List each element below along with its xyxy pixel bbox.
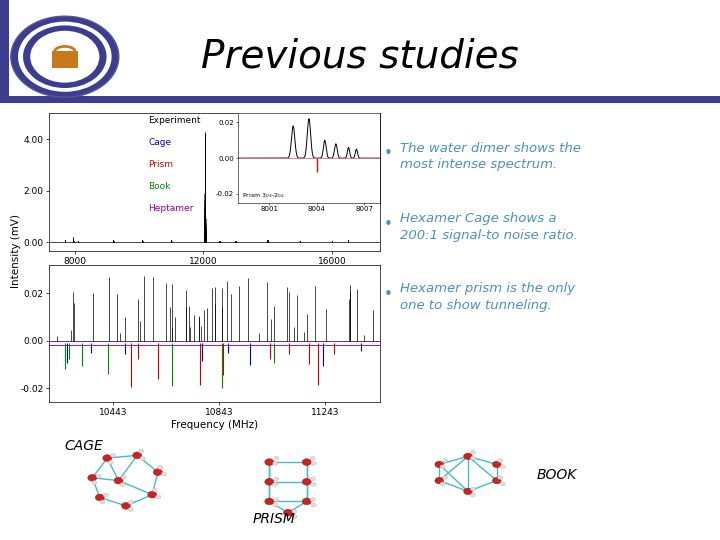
Circle shape (96, 474, 102, 478)
Circle shape (158, 465, 163, 469)
Circle shape (23, 25, 107, 88)
Circle shape (470, 494, 475, 497)
Circle shape (156, 495, 161, 499)
Text: Hexamer Cage shows a
200:1 signal-to noise ratio.: Hexamer Cage shows a 200:1 signal-to noi… (400, 212, 577, 241)
Bar (0, 0, 9, 100)
Text: Intensity (mV): Intensity (mV) (11, 214, 21, 288)
Circle shape (273, 462, 278, 465)
Circle shape (103, 455, 112, 462)
Circle shape (18, 22, 112, 92)
Circle shape (311, 503, 316, 507)
FancyBboxPatch shape (52, 51, 78, 68)
Circle shape (311, 462, 316, 465)
Text: PRISM: PRISM (252, 512, 295, 526)
Circle shape (440, 465, 445, 469)
Circle shape (302, 498, 311, 505)
Circle shape (140, 456, 145, 461)
Circle shape (138, 449, 144, 453)
Circle shape (265, 498, 274, 505)
Circle shape (128, 508, 133, 511)
Circle shape (310, 477, 315, 481)
Circle shape (310, 498, 315, 502)
Text: Experiment: Experiment (148, 116, 201, 125)
Text: Heptamer: Heptamer (148, 204, 194, 213)
Text: Cage: Cage (148, 138, 171, 147)
Circle shape (292, 510, 297, 514)
Circle shape (273, 503, 278, 507)
Circle shape (310, 456, 315, 460)
Circle shape (443, 458, 448, 462)
Circle shape (302, 478, 311, 485)
Text: Book: Book (148, 183, 171, 191)
Circle shape (161, 472, 167, 476)
Circle shape (284, 509, 292, 516)
Circle shape (498, 476, 503, 480)
Circle shape (128, 500, 133, 504)
Circle shape (274, 477, 279, 481)
Text: •: • (384, 146, 392, 161)
Circle shape (103, 493, 109, 497)
Circle shape (121, 475, 126, 480)
Text: Prism: Prism (148, 160, 174, 169)
Circle shape (292, 515, 297, 518)
Circle shape (470, 450, 475, 454)
Circle shape (153, 469, 162, 476)
Circle shape (311, 482, 316, 486)
Circle shape (114, 477, 123, 484)
Circle shape (88, 475, 96, 481)
Circle shape (153, 488, 158, 492)
Circle shape (265, 459, 274, 465)
Text: The water dimer shows the
most intense spectrum.: The water dimer shows the most intense s… (400, 142, 580, 171)
Circle shape (120, 483, 125, 487)
X-axis label: Frequency (MHz): Frequency (MHz) (171, 420, 258, 430)
Circle shape (443, 476, 448, 480)
Circle shape (148, 491, 157, 498)
Text: CAGE: CAGE (65, 438, 104, 453)
Circle shape (492, 461, 501, 468)
Circle shape (498, 458, 503, 462)
Circle shape (464, 453, 472, 460)
Circle shape (440, 482, 445, 486)
Circle shape (274, 498, 279, 502)
Circle shape (302, 459, 311, 465)
Circle shape (435, 477, 444, 484)
Circle shape (30, 31, 99, 83)
Bar (0, 96, 720, 103)
Text: •: • (384, 287, 392, 302)
Circle shape (122, 503, 130, 509)
Circle shape (132, 452, 142, 458)
Text: •: • (384, 217, 392, 232)
Text: Prism $3_{03}$-$2_{02}$: Prism $3_{03}$-$2_{02}$ (242, 192, 284, 200)
Circle shape (273, 482, 278, 486)
Circle shape (110, 454, 116, 457)
Circle shape (500, 465, 505, 469)
Circle shape (500, 482, 505, 486)
Text: BOOK: BOOK (536, 468, 577, 482)
Circle shape (470, 487, 475, 491)
Circle shape (464, 488, 472, 495)
Circle shape (92, 481, 97, 484)
Circle shape (265, 478, 274, 485)
Circle shape (435, 461, 444, 468)
Circle shape (108, 461, 113, 464)
Circle shape (274, 456, 279, 460)
Circle shape (11, 16, 119, 97)
Circle shape (470, 456, 475, 460)
Text: Hexamer prism is the only
one to show tunneling.: Hexamer prism is the only one to show tu… (400, 282, 575, 312)
Circle shape (95, 494, 104, 501)
Circle shape (100, 500, 105, 504)
Circle shape (492, 477, 501, 484)
Text: Previous studies: Previous studies (201, 38, 519, 76)
